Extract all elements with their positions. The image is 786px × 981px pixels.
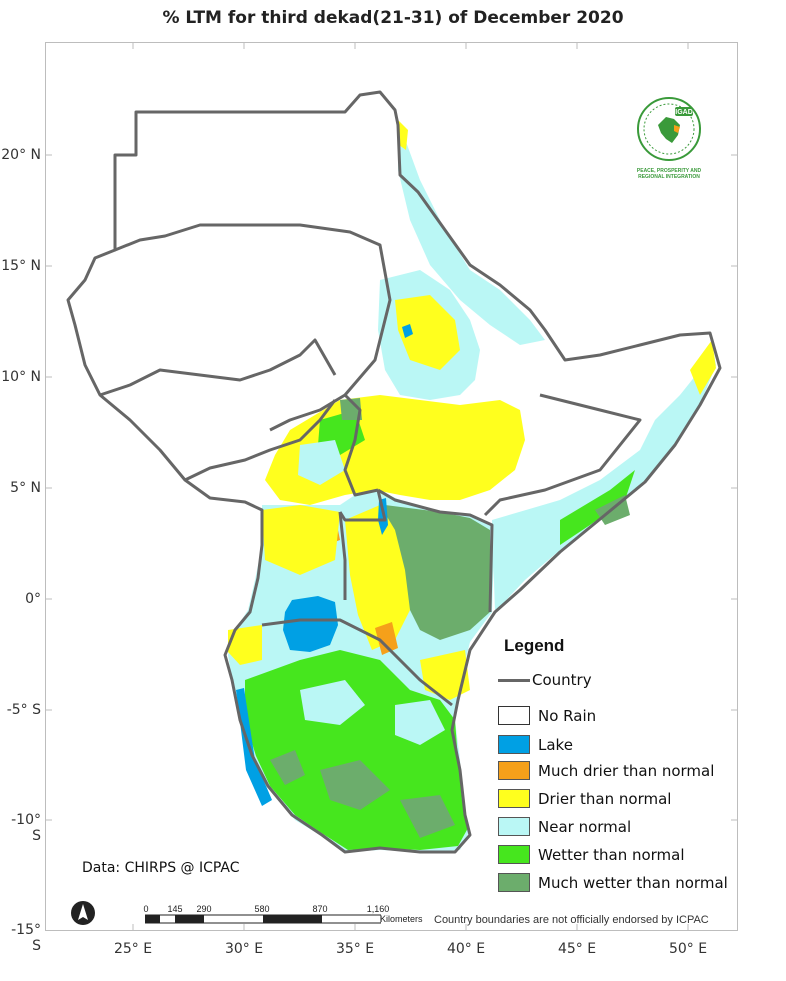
lat-label: 0° (25, 591, 41, 607)
scale-tick: 290 (196, 904, 212, 914)
lat-label: -5° S (6, 702, 41, 718)
lat-label: 15° N (1, 258, 41, 274)
region-ethiopia-drier-north (395, 295, 460, 370)
scale-tick: 870 (312, 904, 328, 914)
region-somalia-coast (492, 345, 716, 612)
region-much-wetter (385, 505, 490, 640)
legend-label: Much wetter than normal (538, 873, 728, 892)
data-source: Data: CHIRPS @ ICPAC (82, 860, 240, 876)
region-ethiopia-much-wetter (340, 398, 362, 420)
legend-swatch (498, 873, 530, 892)
logo-name: IGAD (675, 109, 693, 116)
legend-label: No Rain (538, 706, 597, 725)
logo-tagline-2: REGIONAL INTEGRATION (638, 174, 700, 180)
lat-label: 10° N (1, 369, 41, 385)
scale-tick: 580 (254, 904, 270, 914)
region-somalia-drier (690, 340, 716, 395)
region-near-normal-patch (300, 680, 365, 725)
region-south-sudan-near (298, 440, 345, 485)
lat-label: 20° N (1, 147, 41, 163)
scale-tick: 145 (167, 904, 183, 914)
region-near-normal-patch (395, 700, 445, 745)
lon-label: 45° E (557, 941, 597, 957)
scale-tick: 0 (143, 904, 149, 914)
country-line-swatch (498, 678, 530, 682)
region-eritrea-drier (398, 120, 408, 150)
legend-country-label: Country (532, 671, 592, 689)
region-dr-drier (262, 505, 340, 575)
legend-item-much-wetter: Much wetter than normal (498, 873, 728, 892)
lat-label: 5° N (10, 480, 41, 496)
region-somalia-wetter (560, 470, 635, 545)
legend-swatch (498, 761, 530, 780)
legend-label: Lake (538, 735, 573, 754)
legend-swatch (498, 845, 530, 864)
legend-item-wetter: Wetter than normal (498, 845, 685, 864)
logo-tagline-1: PEACE, PROSPERITY AND (636, 168, 702, 174)
igad-logo: IGAD PEACE, PROSPERITY AND REGIONAL INTE… (632, 95, 706, 180)
region-much-drier (375, 622, 398, 655)
legend-label: Much drier than normal (538, 761, 715, 780)
legend-item-no-rain: No Rain (498, 706, 596, 725)
country-borders (66, 90, 722, 854)
scale-tick: 1,160 (366, 904, 390, 914)
legend-label: Wetter than normal (538, 845, 685, 864)
region-much-wetter-patch (400, 795, 455, 838)
lon-label: 25° E (113, 941, 153, 957)
north-arrow-icon (71, 901, 95, 925)
legend-item-much-drier: Much drier than normal (498, 761, 714, 780)
region-tz-drier-east (420, 650, 470, 700)
legend-item-drier: Drier than normal (498, 789, 671, 808)
lat-label: -10° S (11, 812, 41, 844)
lake-tanganyika (236, 688, 272, 806)
legend-country-row: Country (498, 671, 592, 689)
legend-swatch (498, 735, 530, 754)
legend-label: Drier than normal (538, 789, 672, 808)
lat-label: -15° S (11, 922, 41, 954)
lake-tana (402, 324, 413, 338)
region-eritrea-strip (398, 120, 545, 345)
scale-bar (145, 914, 381, 924)
map-frame (45, 42, 738, 931)
legend-title: Legend (504, 636, 565, 655)
region-much-wetter-patch (320, 760, 390, 810)
map-title: % LTM for third dekad(21-31) of December… (162, 8, 624, 28)
legend-swatch (498, 789, 530, 808)
lon-label: 30° E (224, 941, 264, 957)
legend-swatch (498, 706, 530, 725)
lon-label: 35° E (335, 941, 375, 957)
legend-item-lake: Lake (498, 735, 573, 754)
lon-label: 40° E (446, 941, 486, 957)
region-much-wetter-patch (270, 750, 305, 785)
legend-item-near-normal: Near normal (498, 817, 631, 836)
disclaimer: Country boundaries are not officially en… (434, 914, 709, 926)
region-uganda-drier (345, 505, 410, 650)
legend-label: Near normal (538, 817, 632, 836)
region-burundi-drier (228, 625, 262, 665)
lon-label: 50° E (668, 941, 708, 957)
legend-swatch (498, 817, 530, 836)
igad-emblem-icon: IGAD (637, 97, 701, 161)
graticule-ticks (45, 42, 738, 931)
scale-unit: Kilometers (380, 914, 423, 924)
lake-victoria (283, 596, 338, 652)
